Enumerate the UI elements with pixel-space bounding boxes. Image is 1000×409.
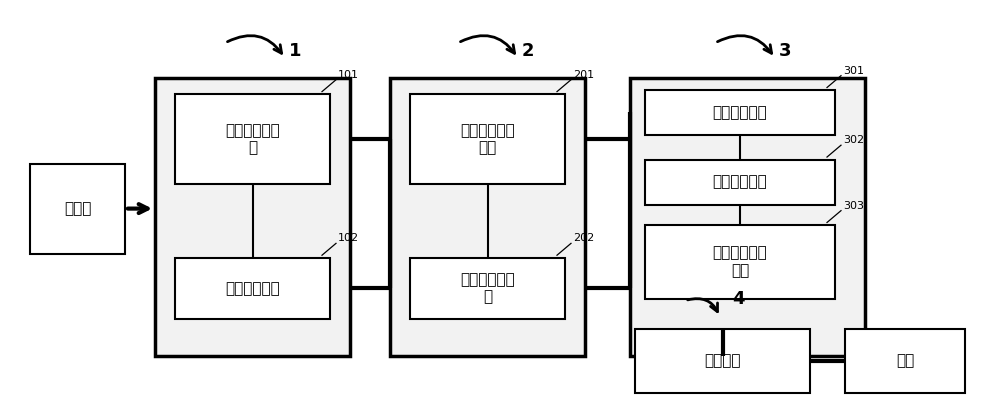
- Text: 2: 2: [522, 42, 534, 60]
- Text: 301: 301: [843, 66, 864, 76]
- Text: 202: 202: [573, 234, 594, 243]
- Bar: [635, 329, 810, 393]
- Bar: [410, 94, 565, 184]
- Bar: [175, 94, 330, 184]
- Text: 置信度过滤单
元: 置信度过滤单 元: [460, 272, 515, 305]
- Text: 1: 1: [289, 42, 301, 60]
- Bar: [390, 78, 585, 356]
- Text: 视频流获取单
元: 视频流获取单 元: [225, 123, 280, 155]
- Bar: [410, 258, 565, 319]
- Text: 4: 4: [732, 290, 744, 308]
- Text: 201: 201: [573, 70, 594, 80]
- Bar: [845, 329, 965, 393]
- Text: 通信模块: 通信模块: [704, 353, 741, 369]
- FancyArrowPatch shape: [717, 36, 772, 53]
- FancyArrowPatch shape: [460, 36, 515, 53]
- FancyArrowPatch shape: [227, 36, 282, 53]
- Text: 解码传输单元: 解码传输单元: [225, 281, 280, 296]
- Bar: [630, 78, 865, 356]
- Bar: [645, 160, 835, 204]
- Bar: [645, 225, 835, 299]
- Text: 终端: 终端: [896, 353, 914, 369]
- Bar: [30, 164, 125, 254]
- Text: 3: 3: [779, 42, 791, 60]
- Text: 102: 102: [338, 234, 359, 243]
- Text: 303: 303: [843, 201, 864, 211]
- Bar: [645, 90, 835, 135]
- Text: 302: 302: [843, 135, 864, 145]
- Text: 第一判断单元: 第一判断单元: [713, 105, 767, 120]
- Text: 101: 101: [338, 70, 359, 80]
- Text: 学习模型检测
单元: 学习模型检测 单元: [460, 123, 515, 155]
- FancyArrowPatch shape: [688, 299, 718, 312]
- Text: 告警信息获取
单元: 告警信息获取 单元: [713, 245, 767, 278]
- Bar: [155, 78, 350, 356]
- Text: 第二判断单元: 第二判断单元: [713, 175, 767, 189]
- Text: 摄像机: 摄像机: [64, 201, 91, 216]
- Bar: [175, 258, 330, 319]
